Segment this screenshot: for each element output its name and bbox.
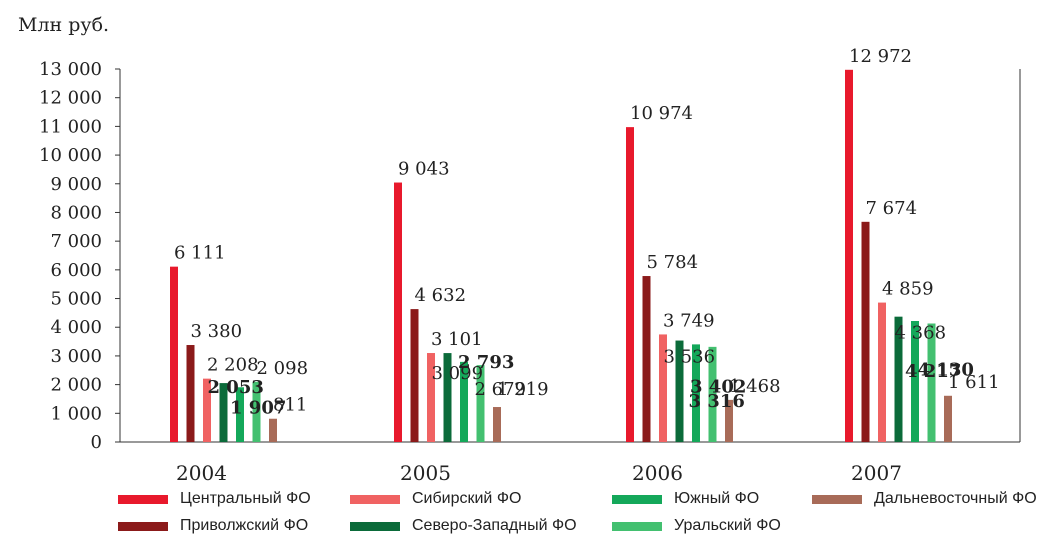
- bar: [845, 69, 853, 443]
- data-label: 2 793: [458, 352, 514, 373]
- y-tick-label: 3 000: [50, 346, 102, 367]
- x-tick-label: 2007: [851, 461, 902, 485]
- y-tick-label: 7 000: [50, 231, 102, 252]
- y-tick-label: 13 000: [39, 59, 102, 80]
- bar: [626, 127, 634, 442]
- bar: [861, 221, 870, 442]
- bar: [476, 365, 485, 442]
- data-label: 4 130: [918, 360, 974, 381]
- y-tick-label: 1 000: [50, 403, 102, 424]
- bar: [708, 346, 717, 442]
- bar: [269, 418, 277, 442]
- data-label: 7 674: [866, 198, 918, 219]
- data-label: 1 611: [948, 372, 1000, 393]
- bar: [911, 321, 919, 442]
- data-label: 4 632: [415, 285, 467, 306]
- data-label: 3 402: [690, 376, 746, 397]
- bar: [252, 381, 261, 442]
- y-tick-label: 11 000: [39, 116, 102, 137]
- bar: [642, 276, 651, 442]
- x-tick-label: 2006: [632, 461, 683, 485]
- data-label: 2 098: [257, 358, 309, 379]
- bar: [675, 340, 684, 442]
- bar: [394, 182, 402, 442]
- y-tick-label: 4 000: [50, 317, 102, 338]
- bar: [170, 266, 178, 442]
- y-tick-label: 6 000: [50, 260, 102, 281]
- bar: [493, 407, 501, 442]
- data-label: 5 784: [647, 252, 699, 273]
- bar: [186, 345, 195, 442]
- bar: [927, 323, 936, 442]
- x-tick-label: 2005: [400, 461, 451, 485]
- data-label: 3 536: [664, 347, 716, 368]
- data-label: 1 468: [729, 376, 781, 397]
- data-label: 3 101: [431, 329, 483, 350]
- data-label: 9 043: [398, 159, 450, 180]
- y-tick-label: 0: [91, 432, 102, 453]
- data-label: 10 974: [630, 103, 693, 124]
- data-label: 2 053: [208, 377, 264, 398]
- bar: [878, 302, 886, 442]
- bar: [460, 361, 468, 442]
- x-tick-label: 2004: [176, 461, 227, 485]
- data-label: 1 219: [497, 379, 549, 400]
- data-label: 2 679: [475, 379, 527, 400]
- bar: [427, 353, 435, 442]
- y-tick-label: 2 000: [50, 375, 102, 396]
- bar: [219, 383, 228, 442]
- y-tick-label: 10 000: [39, 145, 102, 166]
- data-label: 3 749: [663, 310, 715, 331]
- data-label: 1 907: [230, 397, 286, 418]
- bar: [894, 316, 903, 442]
- data-label: 3 380: [191, 321, 243, 342]
- bar: [203, 378, 211, 442]
- data-label: 4 217: [905, 361, 961, 382]
- data-label: 2 208: [207, 355, 259, 376]
- bar: [443, 353, 452, 442]
- data-label: 3 316: [689, 391, 745, 412]
- bar: [410, 309, 419, 442]
- bar: [725, 399, 733, 442]
- data-label: 12 972: [849, 46, 912, 67]
- y-tick-label: 5 000: [50, 289, 102, 310]
- bar: [944, 395, 952, 442]
- y-tick-label: 12 000: [39, 88, 102, 109]
- unit-label: Млн руб.: [18, 14, 110, 36]
- bar: [659, 334, 667, 442]
- data-label: 6 111: [174, 243, 226, 264]
- data-label: 3 099: [432, 363, 484, 384]
- data-label: 811: [273, 395, 307, 416]
- bar: [692, 344, 700, 442]
- data-label: 4 368: [895, 323, 947, 344]
- data-label: 4 859: [882, 279, 934, 300]
- y-tick-label: 9 000: [50, 174, 102, 195]
- y-tick-label: 8 000: [50, 202, 102, 223]
- bar: [236, 387, 244, 442]
